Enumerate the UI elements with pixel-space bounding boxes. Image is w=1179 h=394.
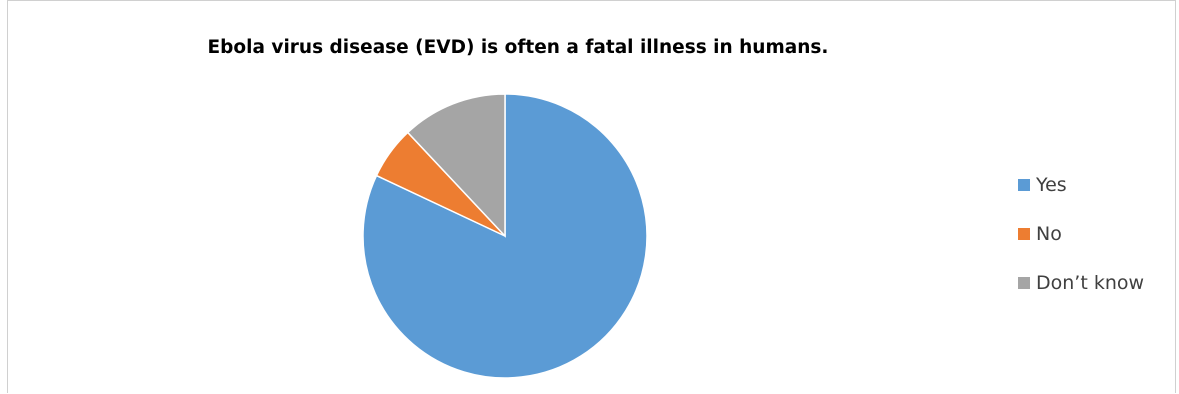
legend-swatch-no <box>1018 228 1030 240</box>
pie-chart <box>362 93 648 379</box>
legend-item-no: No <box>1018 222 1144 246</box>
pie-slice-dont-know <box>406 93 506 238</box>
legend-item-yes: Yes <box>1018 173 1144 197</box>
chart-title: Ebola virus disease (EVD) is often a fat… <box>207 37 829 58</box>
legend-swatch-dont-know <box>1018 277 1030 289</box>
legend-label-no: No <box>1036 223 1062 245</box>
legend-label-dont-know: Don’t know <box>1036 272 1145 294</box>
legend-swatch-yes <box>1018 179 1030 191</box>
legend-item-dont-know: Don’t know <box>1018 271 1144 295</box>
chart-frame: Ebola virus disease (EVD) is often a fat… <box>7 0 1176 393</box>
legend: Yes No Don’t know <box>1018 173 1144 320</box>
legend-label-yes: Yes <box>1036 174 1067 196</box>
